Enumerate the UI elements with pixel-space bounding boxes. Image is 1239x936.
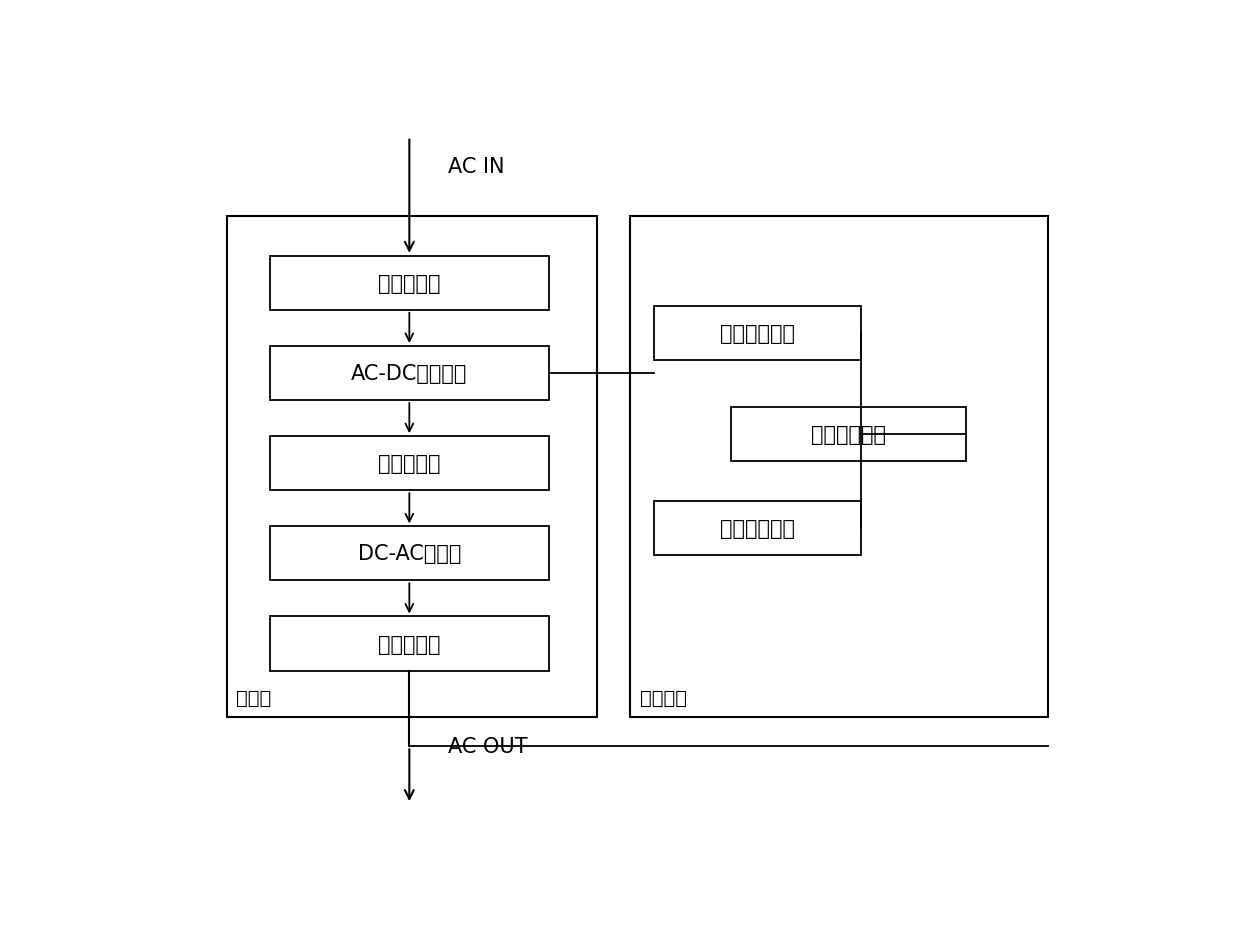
Text: 输入滤波器: 输入滤波器: [378, 273, 441, 294]
Bar: [227, 217, 597, 718]
Bar: [731, 408, 966, 461]
Text: AC OUT: AC OUT: [447, 737, 528, 756]
Text: DC-AC变换器: DC-AC变换器: [358, 544, 461, 563]
Bar: [270, 617, 549, 671]
Text: AC IN: AC IN: [447, 156, 504, 176]
Text: 输出滤波器: 输出滤波器: [378, 634, 441, 654]
Bar: [631, 217, 1048, 718]
Text: 数字移相电路: 数字移相电路: [720, 324, 795, 344]
Text: 变频触发电路: 变频触发电路: [720, 519, 795, 538]
Text: 主回路: 主回路: [237, 688, 271, 707]
Bar: [270, 436, 549, 490]
Bar: [654, 502, 861, 556]
Text: 人机交互模块: 人机交互模块: [812, 425, 886, 445]
Text: AC-DC调压电路: AC-DC调压电路: [351, 363, 467, 384]
Bar: [270, 527, 549, 580]
Text: 控制回路: 控制回路: [639, 688, 686, 707]
Text: 直流滤波器: 直流滤波器: [378, 454, 441, 474]
Bar: [270, 346, 549, 401]
Bar: [270, 256, 549, 311]
Bar: [654, 307, 861, 361]
